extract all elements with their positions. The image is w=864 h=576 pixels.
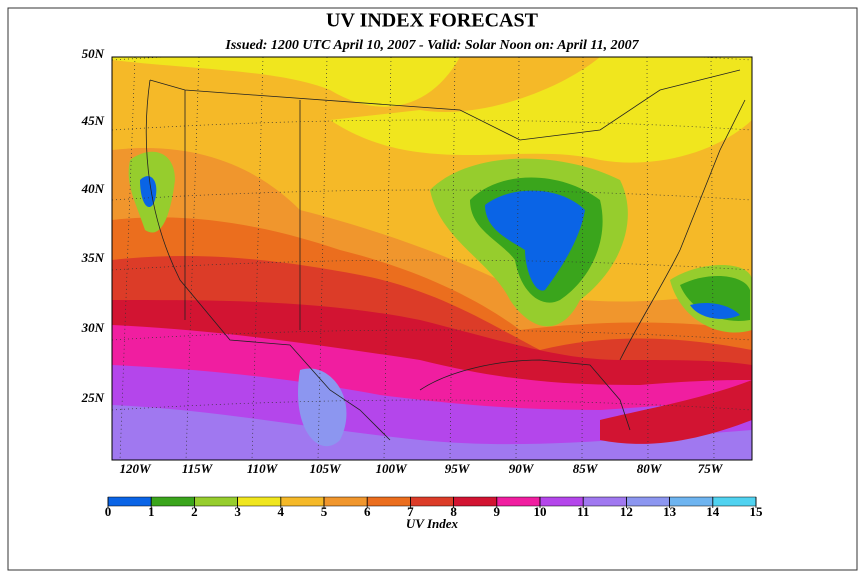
uv-region xyxy=(112,57,460,107)
uv-region xyxy=(112,405,752,460)
colorbar-tick-label: 10 xyxy=(534,504,547,519)
colorbar-tick-label: 3 xyxy=(234,504,241,519)
lat-label: 25N xyxy=(81,390,105,405)
lat-label: 45N xyxy=(81,113,105,128)
lon-label: 80W xyxy=(637,461,663,476)
boundary xyxy=(145,69,746,441)
lon-label: 100W xyxy=(375,461,408,476)
colorbar-tick-label: 13 xyxy=(663,504,677,519)
colorbar-tick-label: 6 xyxy=(364,504,371,519)
colorbar-tick-label: 9 xyxy=(494,504,501,519)
colorbar-tick-label: 0 xyxy=(105,504,112,519)
colorbar-tick-label: 12 xyxy=(620,504,633,519)
lon-label: 85W xyxy=(573,461,599,476)
colorbar-segment xyxy=(280,496,325,507)
colorbar-tick-label: 14 xyxy=(706,504,720,519)
colorbar-segment xyxy=(237,496,282,507)
colorbar-tick-label: 7 xyxy=(407,504,414,519)
lat-label: 30N xyxy=(81,320,105,335)
map xyxy=(112,57,752,460)
uv-region xyxy=(140,176,157,208)
uv-region xyxy=(485,190,585,291)
lon-label: 110W xyxy=(247,461,279,476)
colorbar-label: UV Index xyxy=(406,516,459,531)
uv-region xyxy=(600,380,752,444)
colorbar-segment xyxy=(410,496,454,507)
parallel xyxy=(112,119,752,131)
lat-label: 50N xyxy=(82,46,105,61)
colorbar-segment xyxy=(150,496,195,507)
colorbar-tick-label: 4 xyxy=(278,504,285,519)
map-border xyxy=(111,56,753,461)
colorbar-segment xyxy=(366,496,411,507)
parallel xyxy=(112,259,752,271)
parallel xyxy=(112,189,752,201)
meridian xyxy=(185,57,200,460)
lon-label: 120W xyxy=(119,461,152,476)
colorbar-tick-label: 11 xyxy=(577,504,589,519)
lon-label: 95W xyxy=(445,461,471,476)
title: UV INDEX FORECAST xyxy=(326,10,539,32)
lon-label: 105W xyxy=(309,461,342,476)
colorbar-tick-label: 1 xyxy=(148,504,155,519)
lat-label: 40N xyxy=(81,181,105,196)
subtitle: Issued: 1200 UTC April 10, 2007 - Valid:… xyxy=(224,38,639,53)
colorbar-tick-label: 8 xyxy=(450,504,457,519)
parallel xyxy=(112,329,752,341)
colorbar-tick-label: 5 xyxy=(321,504,328,519)
meridian xyxy=(119,57,136,460)
colorbar-tick-label: 15 xyxy=(750,504,764,519)
lat-label: 35N xyxy=(81,250,105,265)
lon-label: 90W xyxy=(509,461,535,476)
parallel xyxy=(112,399,752,411)
lon-label: 75W xyxy=(698,461,724,476)
uv-region xyxy=(330,57,752,163)
colorbar-segment xyxy=(107,496,152,507)
uv-region xyxy=(298,368,347,447)
uv-region xyxy=(690,303,740,319)
lon-label: 115W xyxy=(182,461,214,476)
colorbar-segment xyxy=(323,496,368,507)
colorbar-segment xyxy=(453,496,498,507)
colorbar-segment xyxy=(194,496,238,507)
colorbar-tick-label: 2 xyxy=(191,504,198,519)
